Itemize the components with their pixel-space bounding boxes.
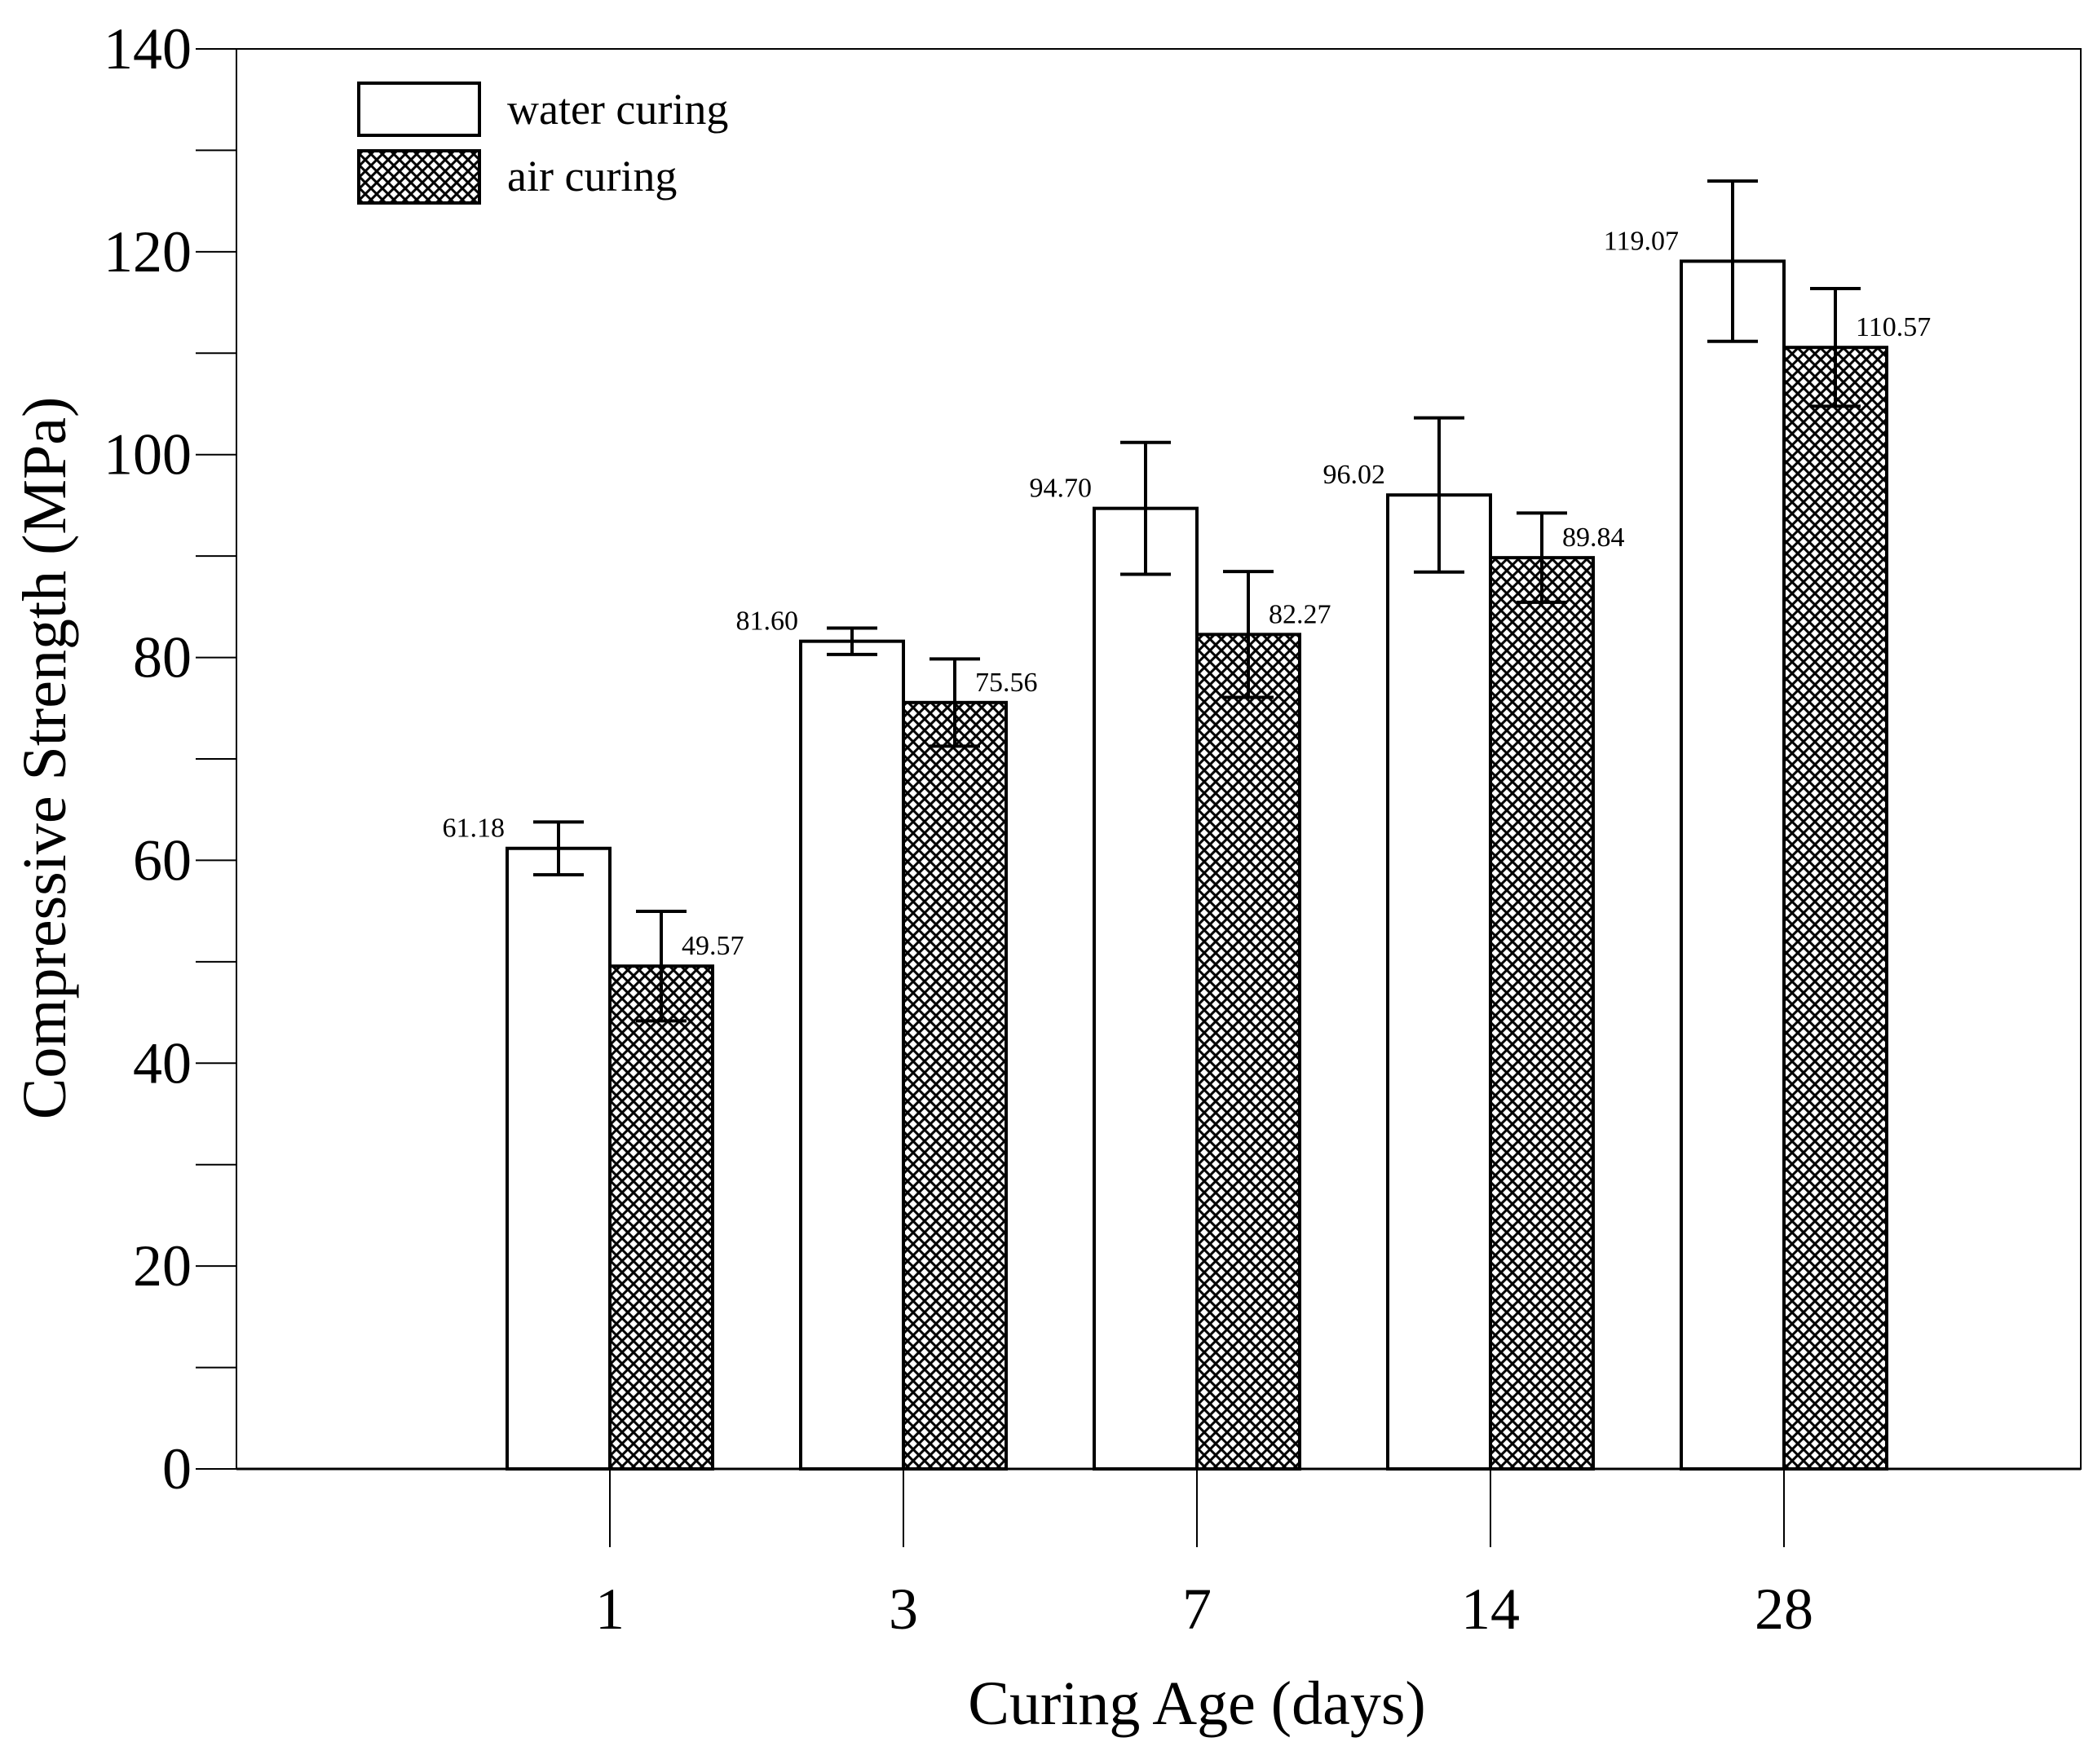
- x-axis-title: Curing Age (days): [968, 1669, 1425, 1738]
- data-label-air-curing: 75.56: [975, 668, 1038, 698]
- legend: water curing air curing: [357, 82, 728, 205]
- legend-label-air-curing: air curing: [507, 152, 677, 201]
- y-tick-label: 120: [104, 219, 192, 284]
- bar-water-curing: [506, 846, 612, 1471]
- bar-water-curing: [1386, 493, 1492, 1471]
- bar-air-curing: [1489, 556, 1595, 1471]
- x-tick-label: 14: [1461, 1577, 1520, 1642]
- y-axis: 0 20 40 60 80 100 120 140: [104, 16, 236, 1502]
- legend-label-water-curing: water curing: [507, 85, 728, 134]
- data-label-water-curing: 96.02: [1323, 460, 1386, 490]
- y-tick-label: 140: [104, 16, 192, 82]
- error-bars: [533, 179, 1861, 1023]
- bar-water-curing: [1680, 259, 1786, 1471]
- legend-swatch-water-curing: [357, 82, 481, 137]
- data-labels: 61.18 49.57 81.60 75.56 94.70 82.27 96.02 89.84…: [443, 226, 1932, 961]
- y-tick-label: 60: [133, 827, 192, 893]
- data-label-water-curing: 119.07: [1604, 226, 1679, 256]
- x-tick-label: 28: [1755, 1577, 1813, 1642]
- y-axis-title: Compressive Strength (MPa): [11, 397, 79, 1120]
- data-label-water-curing: 94.70: [1030, 474, 1093, 504]
- data-label-air-curing: 110.57: [1856, 312, 1931, 342]
- y-tick-label: 40: [133, 1030, 192, 1096]
- bar-air-curing: [1782, 346, 1888, 1471]
- bar-air-curing: [608, 964, 714, 1471]
- bar-water-curing: [1093, 506, 1199, 1471]
- bar-water-curing: [799, 639, 905, 1471]
- y-tick-label: 0: [162, 1436, 192, 1502]
- bar-series: [506, 259, 1888, 1471]
- data-label-water-curing: 81.60: [736, 606, 799, 637]
- data-label-water-curing: 61.18: [443, 814, 506, 844]
- x-tick-label: 1: [595, 1577, 625, 1642]
- bar-air-curing: [1195, 633, 1301, 1471]
- x-axis: 1 3 7 14 28: [236, 1467, 2081, 1642]
- y-tick-label: 80: [133, 625, 192, 690]
- x-tick-label: 3: [889, 1577, 918, 1642]
- legend-swatch-air-curing: [357, 149, 481, 205]
- y-tick-label: 100: [104, 422, 192, 487]
- y-tick-label: 20: [133, 1233, 192, 1299]
- data-label-air-curing: 82.27: [1269, 599, 1331, 629]
- data-label-air-curing: 49.57: [682, 931, 744, 961]
- data-label-air-curing: 89.84: [1562, 523, 1625, 553]
- bar-air-curing: [902, 700, 1008, 1471]
- x-tick-label: 7: [1182, 1577, 1212, 1642]
